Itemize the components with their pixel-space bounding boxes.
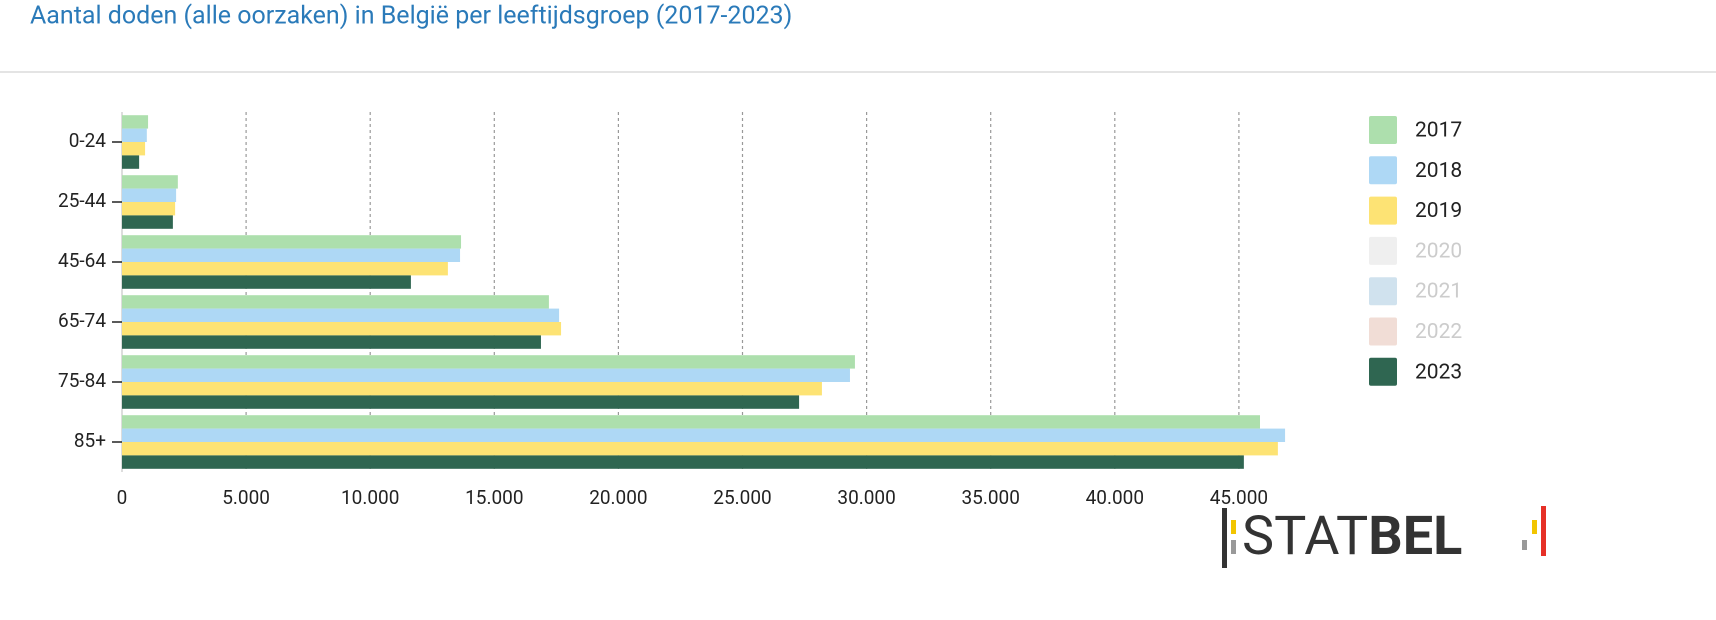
logo-bar [1522, 540, 1527, 550]
logo-bar [1541, 506, 1546, 556]
legend-swatch [1369, 116, 1397, 144]
x-tick-label: 15.000 [465, 486, 523, 509]
x-tick-label: 35.000 [961, 486, 1019, 509]
legend-swatch [1369, 277, 1397, 306]
legend-swatch [1369, 357, 1397, 386]
bar [122, 262, 448, 276]
logo-bold: BEL [1368, 505, 1462, 568]
logo-bar [1231, 540, 1236, 554]
y-tick-label: 45-64 [58, 249, 106, 272]
bar [122, 275, 411, 289]
x-tick-label: 40.000 [1086, 486, 1144, 509]
x-tick-label: 45.000 [1210, 486, 1268, 509]
bar [122, 175, 178, 189]
x-tick-label: 30.000 [837, 486, 895, 509]
y-tick-label: 85+ [74, 429, 106, 452]
bar [122, 382, 822, 396]
legend-label: 2021 [1415, 280, 1462, 304]
logo: STATBEL [1222, 505, 1546, 568]
bar [122, 128, 147, 142]
x-tick-label: 0 [117, 486, 128, 509]
logo-text: STATBEL [1242, 505, 1462, 568]
legend-label: 2019 [1415, 199, 1462, 223]
y-tick-label: 65-74 [58, 309, 106, 332]
bar [122, 155, 140, 169]
logo-bar [1222, 508, 1227, 568]
bar [122, 295, 549, 309]
bar [122, 442, 1278, 456]
legend-swatch [1369, 236, 1397, 265]
chart-title: Aantal doden (alle oorzaken) in België p… [30, 2, 792, 31]
legend-label: 2017 [1415, 119, 1462, 143]
bar [122, 428, 1286, 442]
bar [122, 188, 177, 202]
x-tick-label: 5.000 [222, 486, 270, 509]
legend-label: 2023 [1415, 360, 1462, 384]
bar [122, 215, 173, 229]
bar [122, 235, 462, 249]
legend-swatch [1369, 196, 1397, 225]
legend-label: 2018 [1415, 159, 1462, 183]
bar [122, 368, 850, 382]
bar [122, 415, 1260, 429]
bar [122, 142, 146, 156]
legend-label: 2020 [1415, 239, 1462, 263]
legend-swatch [1369, 317, 1397, 346]
logo-light: STAT [1242, 505, 1368, 568]
logo-bar [1231, 520, 1236, 534]
bar [122, 335, 541, 349]
bar [122, 322, 562, 336]
x-tick-label: 10.000 [341, 486, 399, 509]
legend-label: 2022 [1415, 320, 1462, 344]
y-tick-label: 75-84 [58, 369, 106, 392]
bar [122, 115, 149, 129]
y-tick-label: 25-44 [58, 189, 106, 212]
bar [122, 248, 461, 262]
legend-swatch [1369, 156, 1397, 185]
y-tick-label: 0-24 [69, 129, 107, 152]
bar [122, 308, 560, 322]
bar [122, 202, 176, 216]
logo-bar [1532, 520, 1537, 534]
bar [122, 395, 800, 409]
bar [122, 355, 855, 369]
x-tick-label: 20.000 [589, 486, 647, 509]
x-tick-label: 25.000 [713, 486, 771, 509]
bar [122, 455, 1244, 469]
